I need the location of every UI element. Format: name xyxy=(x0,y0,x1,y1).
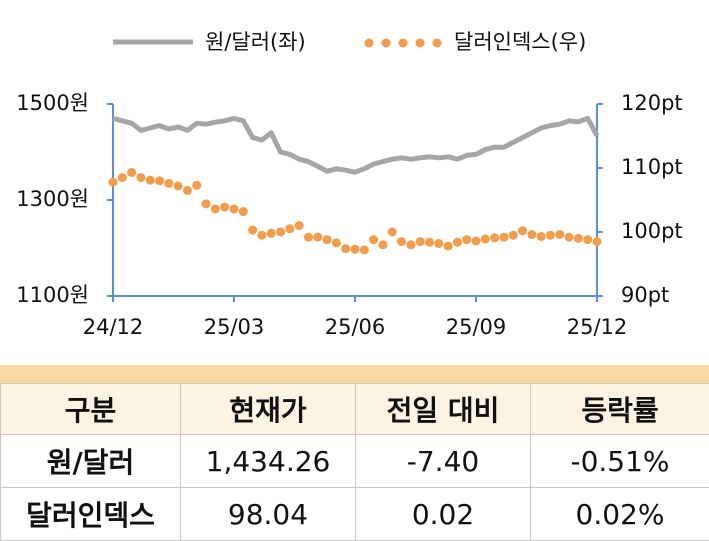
dot xyxy=(490,233,500,243)
dot xyxy=(387,227,397,237)
dot xyxy=(164,178,174,188)
dot xyxy=(508,230,518,240)
x-tick-label: 24/12 xyxy=(83,315,144,339)
cell: -0.51% xyxy=(530,434,709,488)
legend-swatch xyxy=(381,38,391,48)
dot xyxy=(220,202,230,212)
dot xyxy=(313,232,323,242)
y2-tick-label: 100pt xyxy=(621,219,683,243)
dot xyxy=(173,181,183,191)
header-cell: 구분 xyxy=(0,383,181,435)
dot xyxy=(136,173,146,183)
y-tick-label: 1500원 xyxy=(16,91,89,115)
table-block: 구분 현재가 전일 대비 등락률 원/달러 1,434.26 -7.40 -0.51% 달러인덱… xyxy=(0,365,709,541)
dot xyxy=(573,233,583,243)
x-tick-label: 25/12 xyxy=(567,315,628,339)
header-cell: 전일 대비 xyxy=(355,383,531,435)
header-row: 구분 현재가 전일 대비 등락률 xyxy=(0,383,709,435)
y-tick-label: 1100원 xyxy=(16,283,89,307)
cell: 0.02 xyxy=(355,487,531,541)
dot xyxy=(248,225,258,235)
dot xyxy=(359,245,369,255)
dot xyxy=(564,232,574,242)
row-label: 원/달러 xyxy=(0,434,181,488)
header-cell: 현재가 xyxy=(180,383,356,435)
dot xyxy=(201,199,211,209)
legend-swatch xyxy=(398,38,408,48)
dot xyxy=(117,173,127,183)
dot xyxy=(434,239,444,249)
cell: 1,434.26 xyxy=(180,434,356,488)
dot xyxy=(397,237,407,247)
table: 구분 현재가 전일 대비 등락률 원/달러 1,434.26 -7.40 -0.51% 달러인덱… xyxy=(0,383,709,541)
dot xyxy=(545,230,555,240)
dot xyxy=(499,232,509,242)
y2-tick-label: 110pt xyxy=(621,155,683,179)
table-row: 원/달러 1,434.26 -7.40 -0.51% xyxy=(0,434,709,488)
dot xyxy=(471,236,481,246)
dot xyxy=(108,177,118,187)
table-row: 달러인덱스 98.04 0.02 0.02% xyxy=(0,487,709,541)
dot xyxy=(127,167,137,177)
dot xyxy=(229,204,239,214)
cell: 98.04 xyxy=(180,487,356,541)
dot xyxy=(257,230,267,240)
dot xyxy=(443,241,453,251)
cell: 0.02% xyxy=(530,487,709,541)
dot xyxy=(210,204,220,214)
header-cell: 등락률 xyxy=(530,383,709,435)
header-strip xyxy=(0,365,709,383)
dot xyxy=(303,232,313,242)
dot xyxy=(536,231,546,241)
dot xyxy=(266,228,276,238)
dot xyxy=(583,235,593,245)
dot xyxy=(285,224,295,234)
dot xyxy=(238,207,248,217)
y-tick-label: 1300원 xyxy=(16,187,89,211)
dot xyxy=(322,235,332,245)
dot xyxy=(462,235,472,245)
dot xyxy=(424,237,434,247)
dot xyxy=(415,237,425,247)
dot xyxy=(341,244,351,254)
dot xyxy=(350,244,360,254)
dot xyxy=(276,227,286,237)
x-tick-label: 25/06 xyxy=(325,315,386,339)
dot xyxy=(406,240,416,250)
dot xyxy=(555,230,565,240)
chart: 1100원 1300원 1500원 90pt 100pt 110pt 120pt 24/12 2… xyxy=(16,30,683,339)
dot xyxy=(592,237,602,247)
line-series xyxy=(112,115,600,175)
dot xyxy=(192,180,202,190)
dot xyxy=(155,176,165,186)
dot xyxy=(145,175,155,185)
dot xyxy=(518,226,528,236)
dot xyxy=(527,230,537,240)
y2-tick-label: 120pt xyxy=(621,91,683,115)
legend-swatch xyxy=(432,38,442,48)
legend-label: 원/달러(좌) xyxy=(205,30,306,54)
cell: -7.40 xyxy=(355,434,531,488)
dot xyxy=(369,235,379,245)
legend-swatch xyxy=(364,38,374,48)
row-label: 달러인덱스 xyxy=(0,487,181,541)
dot xyxy=(331,238,341,248)
y2-tick-label: 90pt xyxy=(621,283,669,307)
x-tick-label: 25/09 xyxy=(446,315,507,339)
legend-label: 달러인덱스(우) xyxy=(454,30,586,54)
dot xyxy=(378,240,388,250)
x-tick-label: 25/03 xyxy=(204,315,265,339)
dot xyxy=(480,234,490,244)
legend-swatch xyxy=(415,38,425,48)
dot xyxy=(294,221,304,231)
dot xyxy=(182,185,192,195)
dot xyxy=(452,237,462,247)
